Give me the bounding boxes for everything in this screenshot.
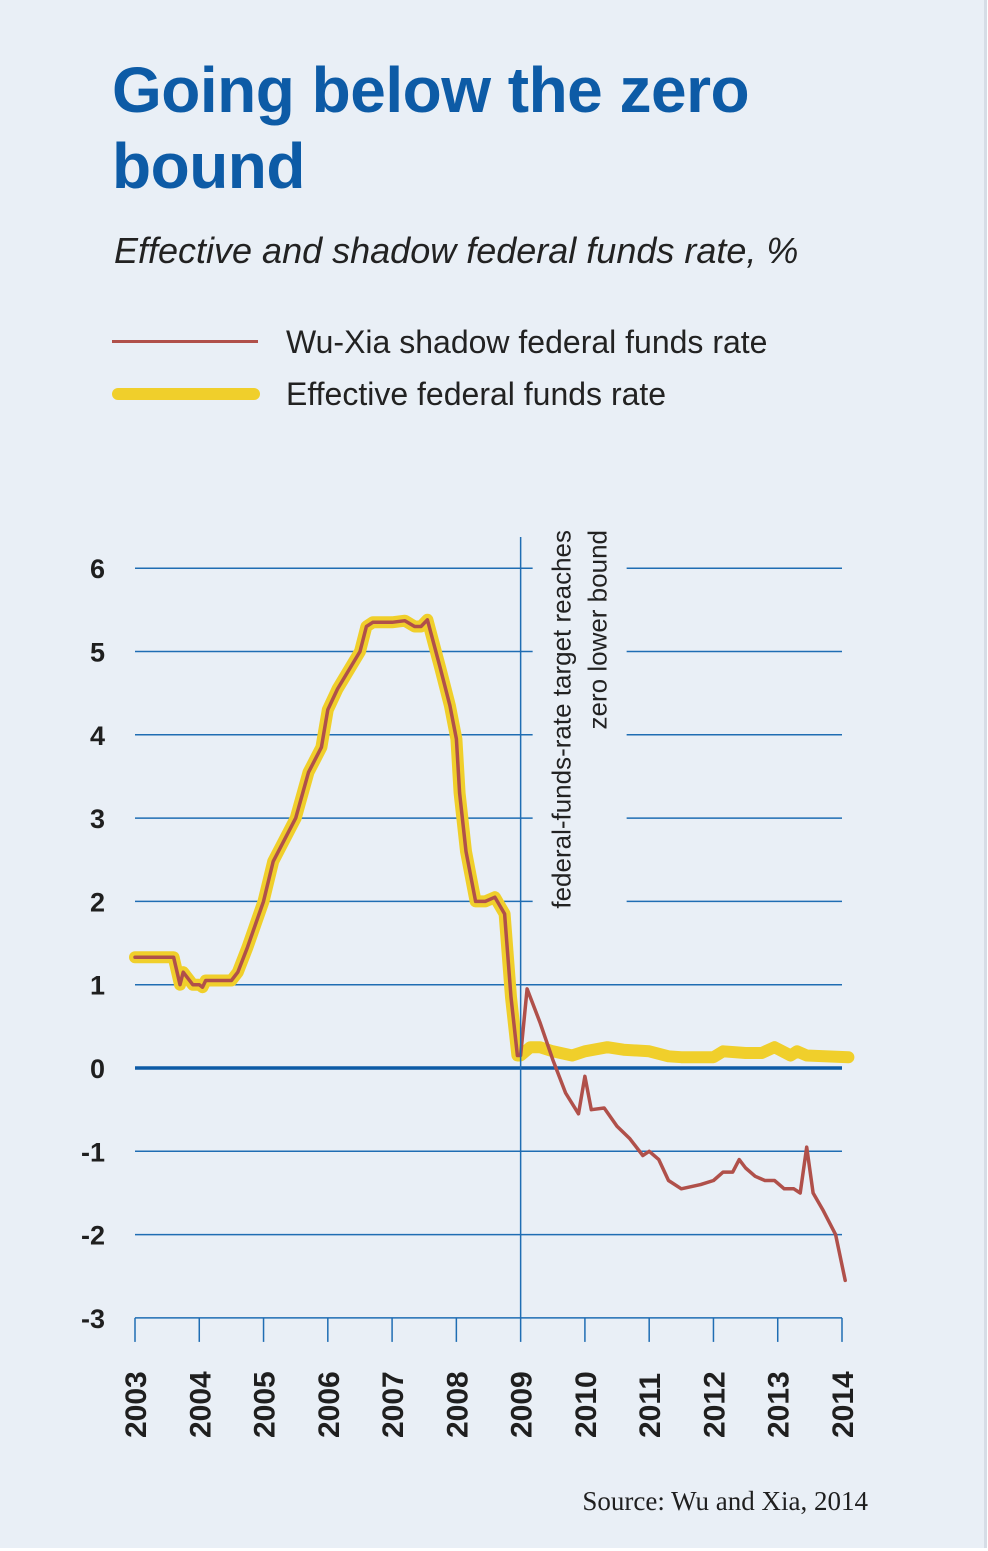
y-tick-label: 5 xyxy=(90,638,105,668)
x-tick-label: 2007 xyxy=(377,1371,410,1438)
chart-subtitle: Effective and shadow federal funds rate,… xyxy=(114,230,799,271)
legend-swatch-shadow-rate xyxy=(112,340,258,343)
series-line-shadow-rate xyxy=(133,618,847,1283)
y-axis-labels: 6 5 4 3 2 1 0 -1 -2 -3 xyxy=(81,554,105,1334)
x-tick-label: 2010 xyxy=(570,1371,603,1438)
y-tick-label: 6 xyxy=(90,554,105,584)
y-tick-label: 4 xyxy=(90,721,105,751)
legend-label-shadow-rate: Wu-Xia shadow federal funds rate xyxy=(286,324,768,360)
series-lines xyxy=(129,613,855,1283)
y-tick-label: -2 xyxy=(81,1221,105,1251)
x-axis-labels: 2003 2004 2005 2006 2007 2008 2009 2010 2011 2012… xyxy=(120,1371,860,1438)
x-tick-label: 2012 xyxy=(698,1371,731,1438)
gridlines xyxy=(135,567,842,1236)
annotation-text: zero lower bound xyxy=(583,530,613,729)
x-tick-label: 2006 xyxy=(313,1371,346,1438)
x-tick-label: 2011 xyxy=(634,1373,667,1438)
x-tick-label: 2013 xyxy=(763,1371,796,1438)
x-tick-label: 2003 xyxy=(120,1371,153,1438)
x-tick-label: 2008 xyxy=(441,1371,474,1438)
x-tick-label: 2009 xyxy=(506,1371,539,1438)
x-tick-label: 2014 xyxy=(827,1371,860,1438)
y-tick-label: -1 xyxy=(81,1137,105,1167)
legend-label-effective-rate: Effective federal funds rate xyxy=(286,376,667,412)
y-tick-label: 3 xyxy=(90,804,105,834)
source-note: Source: Wu and Xia, 2014 xyxy=(582,1486,868,1516)
x-tick-label: 2005 xyxy=(249,1371,282,1438)
x-axis xyxy=(134,1317,843,1342)
series-line-effective-rate xyxy=(129,613,855,1064)
annotation-text: federal-funds-rate target reaches xyxy=(547,530,577,909)
legend-swatch-effective-rate xyxy=(112,388,260,400)
y-tick-label: -3 xyxy=(81,1304,105,1334)
y-tick-label: 0 xyxy=(90,1054,105,1084)
y-tick-label: 2 xyxy=(90,887,105,917)
y-tick-label: 1 xyxy=(90,971,105,1001)
chart-title: Going below the zero bound xyxy=(112,54,750,202)
x-tick-label: 2004 xyxy=(184,1371,217,1438)
zero-bound-annotation: federal-funds-rate target reaches zero lo… xyxy=(519,530,613,1318)
